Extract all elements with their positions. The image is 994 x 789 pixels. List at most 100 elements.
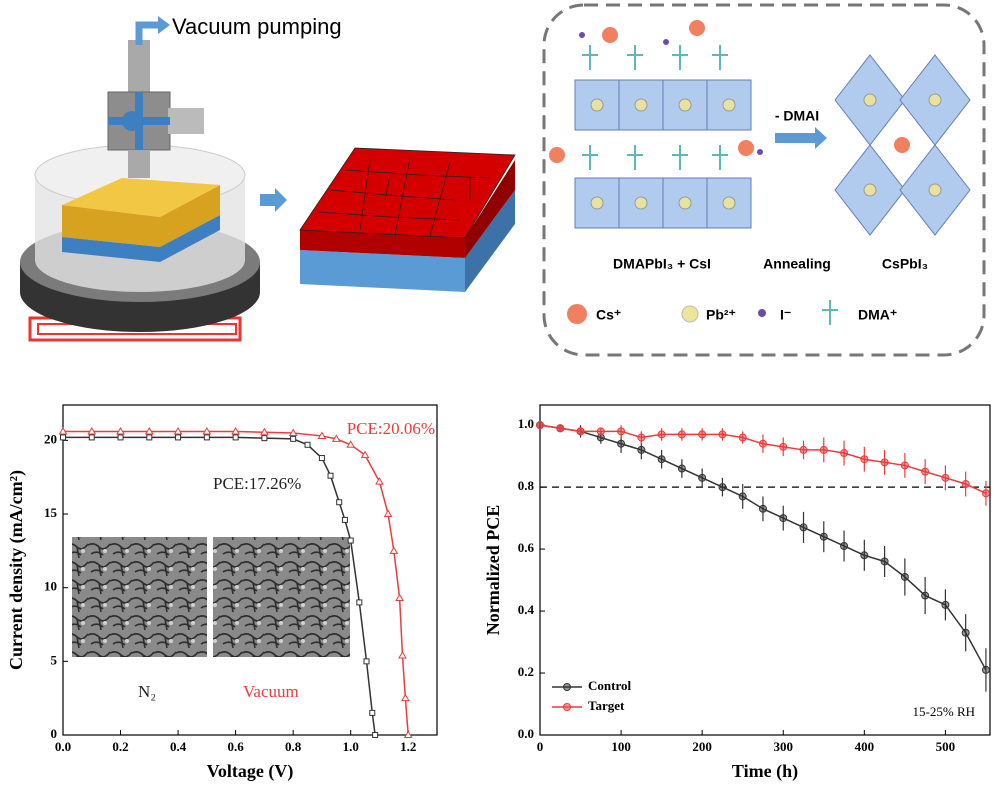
- data-point: [347, 537, 354, 544]
- data-point: [860, 455, 869, 464]
- data-point: [799, 445, 808, 454]
- data-point: [356, 599, 363, 606]
- data-point: [596, 427, 605, 436]
- data-point: [657, 455, 666, 464]
- data-point: [383, 509, 393, 518]
- data-point: [146, 434, 153, 441]
- data-point: [880, 557, 889, 566]
- sem-insets: [72, 537, 350, 657]
- legend-label: DMA⁺: [858, 307, 897, 323]
- data-point: [840, 541, 849, 550]
- data-point: [336, 499, 343, 506]
- data-point: [698, 473, 707, 482]
- data-point: [327, 472, 334, 479]
- data-point: [360, 450, 370, 459]
- data-point: [677, 464, 686, 473]
- data-point: [317, 431, 327, 439]
- data-point: [318, 455, 325, 462]
- data-point: [819, 532, 828, 541]
- plot-frame: [539, 404, 991, 736]
- x-tick-label: 0: [537, 739, 544, 754]
- data-point: [961, 480, 970, 489]
- legend-label: I⁻: [780, 307, 791, 323]
- data-point: [290, 435, 297, 442]
- data-point: [900, 461, 909, 470]
- data-point: [403, 730, 413, 738]
- series-line: [539, 424, 987, 671]
- y-tick-label: 0.4: [518, 602, 535, 617]
- data-point: [921, 467, 930, 476]
- y-tick-label: 0.0: [518, 726, 534, 741]
- data-point: [231, 427, 240, 435]
- data-point: [261, 435, 268, 442]
- data-point: [398, 650, 407, 659]
- x-tick-label: 200: [692, 739, 712, 754]
- y-tick-label: 20: [44, 431, 57, 446]
- annotation: Vacuum: [243, 682, 299, 701]
- data-point: [400, 693, 410, 702]
- data-point: [718, 430, 727, 439]
- data-point: [202, 427, 212, 435]
- data-point: [840, 449, 849, 458]
- plot-frame: [62, 404, 438, 736]
- data-point: [58, 427, 68, 435]
- x-axis-label: Voltage (V): [207, 761, 294, 782]
- data-point: [860, 551, 869, 560]
- data-point: [718, 483, 727, 492]
- x-tick-label: 0.2: [112, 739, 128, 754]
- data-point: [88, 434, 95, 441]
- data-point: [363, 658, 370, 665]
- x-tick-label: 100: [611, 739, 631, 754]
- data-point: [331, 434, 341, 442]
- data-point: [536, 421, 544, 430]
- data-point: [556, 424, 565, 433]
- data-point: [941, 600, 950, 609]
- crystal-diagram: - DMAI DMAPbI₃ + CsI Annealing CsPbI₃ Cs…: [542, 3, 986, 357]
- vacuum-setup: Vacuum pumping: [20, 14, 342, 342]
- data-point: [260, 427, 269, 436]
- x-tick-label: 0.4: [170, 739, 187, 754]
- x-tick-label: 500: [936, 739, 956, 754]
- data-point: [203, 434, 210, 441]
- data-point: [617, 439, 626, 448]
- data-point: [637, 433, 646, 442]
- y-tick-label: 5: [51, 652, 58, 667]
- y-tick-label: 0.6: [518, 540, 535, 555]
- x-tick-label: 400: [855, 739, 875, 754]
- perovskite-film: [299, 147, 516, 292]
- data-point: [758, 439, 767, 448]
- x-tick-label: 0.8: [285, 739, 302, 754]
- data-point: [375, 477, 384, 485]
- data-point: [117, 434, 124, 441]
- data-point: [617, 427, 626, 436]
- pump-label: Vacuum pumping: [172, 14, 342, 39]
- data-point: [758, 504, 767, 513]
- data-point: [880, 458, 889, 467]
- data-point: [657, 430, 666, 439]
- series-line: [63, 430, 409, 736]
- data-point: [372, 732, 379, 738]
- data-point: [738, 492, 747, 501]
- legend-swatch: [563, 703, 571, 711]
- data-point: [738, 433, 747, 442]
- data-point: [799, 523, 808, 532]
- data-point: [779, 442, 788, 451]
- data-point: [144, 427, 154, 435]
- data-point: [288, 428, 298, 436]
- legend-label: Pb²⁺: [706, 307, 736, 323]
- data-point: [173, 427, 183, 435]
- data-point: [60, 434, 66, 441]
- annotation: PCE:17.26%: [213, 474, 301, 493]
- data-point: [698, 430, 707, 439]
- data-point: [900, 572, 909, 581]
- y-tick-label: 15: [44, 505, 58, 520]
- x-tick-label: 1.0: [343, 739, 359, 754]
- legend-swatch: [563, 683, 571, 691]
- process-label: Annealing: [763, 256, 831, 272]
- x-tick-label: 1.2: [400, 739, 416, 754]
- legend-label: Target: [588, 698, 625, 713]
- annotation: PCE:20.06%: [347, 419, 435, 438]
- data-point: [981, 489, 990, 498]
- product-label: CsPbI₃: [882, 256, 928, 272]
